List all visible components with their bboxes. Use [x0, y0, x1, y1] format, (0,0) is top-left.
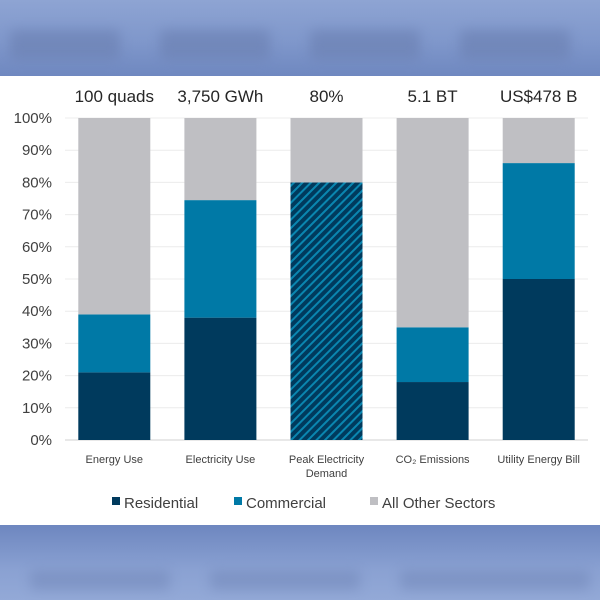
y-tick-label: 60% — [22, 239, 52, 256]
x-tick-label: Energy Use — [86, 454, 143, 466]
bar-segment-all-other-sectors — [184, 118, 257, 201]
x-tick-label: Utility Energy Bill — [497, 454, 580, 466]
blurred-block — [10, 30, 120, 60]
legend-swatch-residential — [112, 497, 120, 505]
bar-segment-commercial — [396, 327, 469, 383]
legend-swatch-commercial — [234, 497, 242, 505]
bar-segment-commercial — [502, 163, 575, 279]
blurred-block — [30, 570, 170, 590]
y-tick-label: 80% — [22, 174, 52, 191]
x-tick-label: Peak Electricity — [289, 454, 365, 466]
bar-segment-residential-commercial — [290, 182, 363, 440]
bar-segment-commercial — [78, 314, 151, 373]
x-tick-label: Electricity Use — [186, 454, 256, 466]
bar-segment-commercial — [184, 200, 257, 318]
legend-label: All Other Sectors — [382, 495, 495, 512]
y-tick-label: 50% — [22, 271, 52, 288]
bar-total-label: 5.1 BT — [408, 87, 458, 106]
blurred-block — [210, 570, 360, 590]
legend-label: Commercial — [246, 495, 326, 512]
y-tick-label: 30% — [22, 335, 52, 352]
bar-segment-residential — [502, 279, 575, 440]
bar-total-label: 80% — [309, 87, 343, 106]
bar-segment-residential — [184, 317, 257, 440]
blurred-block — [460, 30, 570, 60]
blurred-background-bottom — [0, 524, 600, 600]
y-tick-label: 70% — [22, 207, 52, 224]
bar-segment-all-other-sectors — [290, 118, 363, 183]
blurred-block — [160, 30, 270, 60]
y-tick-label: 100% — [14, 110, 52, 127]
x-tick-label: CO₂ Emissions — [396, 454, 470, 466]
y-tick-label: 10% — [22, 400, 52, 417]
bar-segment-residential — [78, 372, 151, 440]
bar-segment-residential — [396, 382, 469, 440]
bar-segment-all-other-sectors — [78, 118, 151, 315]
y-tick-label: 0% — [30, 432, 52, 449]
blurred-block — [400, 570, 590, 590]
y-tick-label: 40% — [22, 303, 52, 320]
bar-total-label: 100 quads — [75, 87, 154, 106]
y-tick-label: 20% — [22, 368, 52, 385]
legend-swatch-all-other-sectors — [370, 497, 378, 505]
bar-segment-all-other-sectors — [396, 118, 469, 328]
blurred-block — [310, 30, 420, 60]
bar-total-label: 3,750 GWh — [177, 87, 263, 106]
y-tick-label: 90% — [22, 142, 52, 159]
bar-segment-all-other-sectors — [502, 118, 575, 164]
legend-label: Residential — [124, 495, 198, 512]
bar-total-label: US$478 B — [500, 87, 578, 106]
x-tick-label: Demand — [306, 468, 348, 480]
